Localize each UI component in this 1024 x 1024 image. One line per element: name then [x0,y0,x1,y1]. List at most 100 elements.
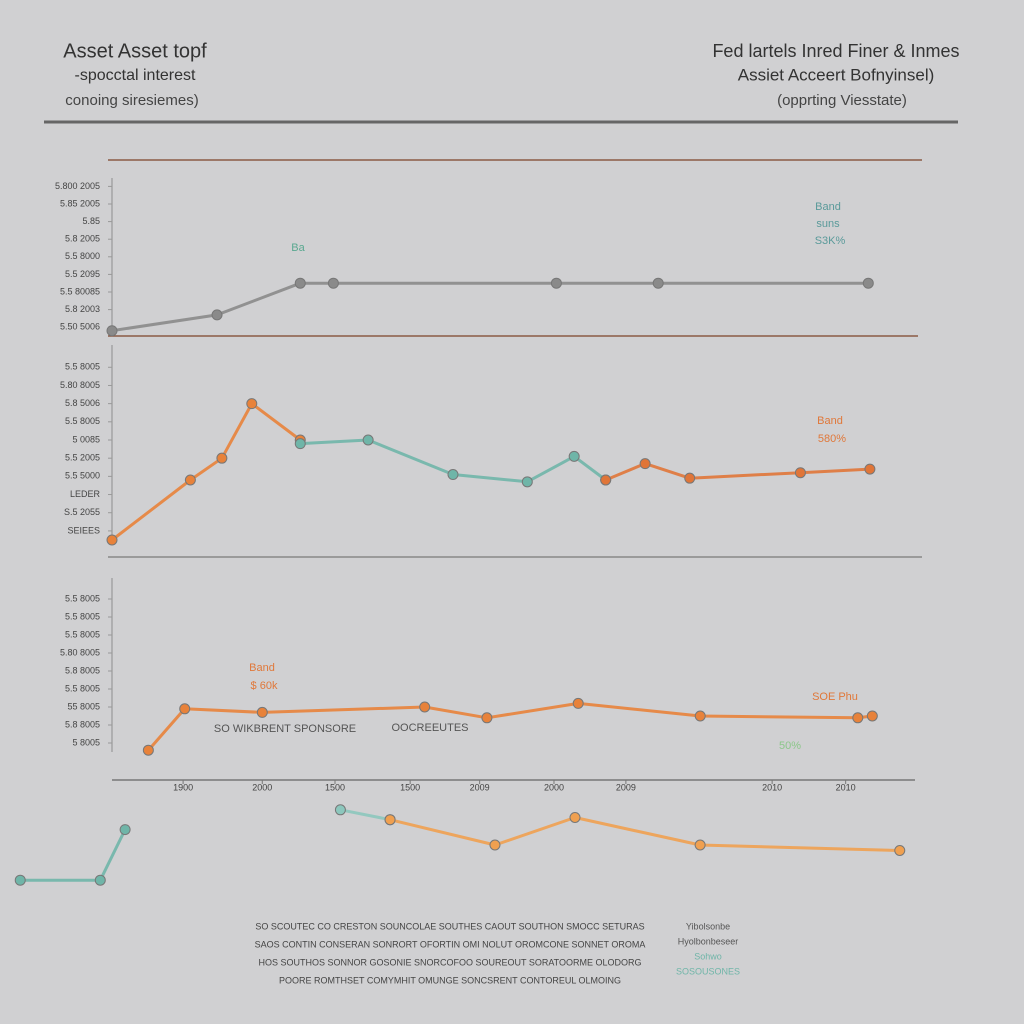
y-tick-label: 5.50 5006 [60,322,100,332]
data-point [569,812,581,823]
annotation: Band [817,415,843,427]
x-tick-label: 2009 [616,782,636,792]
data-point [639,458,651,470]
header-note: (opprting Viesstate) [777,92,907,109]
y-tick-label: 5.8 8005 [65,719,100,729]
data-point [184,474,196,486]
data-point [694,710,706,722]
data-point [106,534,118,546]
x-tick-label: 2010 [836,782,856,792]
data-point [862,277,874,289]
annotation: Band [815,201,841,213]
annotation: $ 60k [251,680,278,692]
data-point [106,325,118,337]
data-point [568,450,580,462]
series-line [338,808,392,822]
data-point [246,398,258,410]
y-tick-label: 5.8 2005 [65,234,100,244]
y-tick-label: 5.5 8005 [65,683,100,693]
y-tick-label: 5.85 [82,216,100,226]
y-tick-label: 5.5 8005 [65,362,100,372]
footer-text: HOS SOUTHOS SONNOR GOSONIE SNORCOFOO SOU… [258,957,641,967]
footer-text: SOSOUSONES [676,966,740,976]
header-subtitle: -spocctal interest [75,67,196,84]
data-point [600,474,612,486]
data-point [179,703,191,715]
annotation: suns [816,218,840,230]
data-point [142,744,154,756]
y-tick-label: 5 0085 [72,434,100,444]
x-tick-label: 2009 [470,782,490,792]
footer-text: POORE ROMTHSET COMYMHIT OMUNGE SONCSRENT… [279,975,621,985]
data-point [362,434,374,446]
y-tick-label: 5 8005 [72,737,100,747]
data-point [684,472,696,484]
header-subtitle: Assiet Acceert Bofnyinsel) [738,65,935,84]
y-tick-label: 5.5 8005 [65,611,100,621]
y-tick-label: S.5 2055 [64,507,100,517]
data-point [447,469,459,481]
x-tick-label: 2000 [252,782,272,792]
y-tick-label: 5.80 8005 [60,380,100,390]
data-point [866,710,878,722]
annotation: 50% [779,740,801,752]
data-point [294,438,306,450]
x-tick-label: 2010 [762,782,782,792]
x-tick-label: 1900 [173,782,193,792]
x-tick-label: 2000 [544,782,564,792]
data-point [384,814,396,826]
data-point [334,804,346,816]
y-tick-label: 5.8 8005 [65,665,100,675]
data-point [256,706,268,718]
footer-text: Yibolsonbe [686,921,730,931]
y-tick-label: 5.5 80085 [60,286,100,296]
data-point [572,697,584,709]
annotation: 580% [818,433,846,445]
y-tick-label: 5.80 8005 [60,647,100,657]
y-tick-label: LEDER [70,489,101,499]
data-point [864,463,876,475]
y-tick-label: 5.85 2005 [60,198,100,208]
y-tick-label: 55 8005 [67,701,100,711]
annotation: Ba [291,242,305,254]
header-title: Fed lartels Inred Finer & Inmes [712,41,959,61]
data-point [94,874,106,886]
footer-text: SAOS CONTIN CONSERAN SONRORT OFORTIN OMI… [255,939,646,949]
series-line [298,438,608,484]
footer-text: Hyolbonbeseer [678,936,739,946]
data-point [694,839,706,851]
data-point [119,824,131,836]
x-tick-label: 1500 [400,782,420,792]
data-point [550,277,562,289]
y-tick-label: 5.8 5006 [65,398,100,408]
data-point [794,467,806,479]
y-tick-label: 5.8 2003 [65,304,100,314]
annotation: SO WIKBRENT SPONSORE [214,723,356,735]
annotation: SOE Phu [812,691,858,703]
data-point [211,309,223,321]
data-point [419,701,431,713]
annotation: Band [249,662,275,674]
y-tick-label: 5.5 8005 [65,593,100,603]
data-point [216,452,228,464]
data-point [489,839,501,851]
data-point [327,277,339,289]
data-point [852,712,864,724]
y-tick-label: 5.5 2005 [65,453,100,463]
y-tick-label: 5.5 5000 [65,471,100,481]
y-tick-label: 5.800 2005 [55,181,100,191]
data-point [652,277,664,289]
data-point [14,874,26,886]
header-note: conoing siresiemes) [65,92,198,109]
data-point [481,712,493,724]
data-point [294,277,306,289]
y-tick-label: 5.5 8005 [65,629,100,639]
footer-text: Sohwo [694,951,722,961]
annotation: S3K% [815,235,846,247]
header-title: Asset Asset topf [63,40,207,62]
footer-text: SO SCOUTEC CO CRESTON SOUNCOLAE SOUTHES … [255,921,644,931]
y-tick-label: 5.5 8005 [65,416,100,426]
